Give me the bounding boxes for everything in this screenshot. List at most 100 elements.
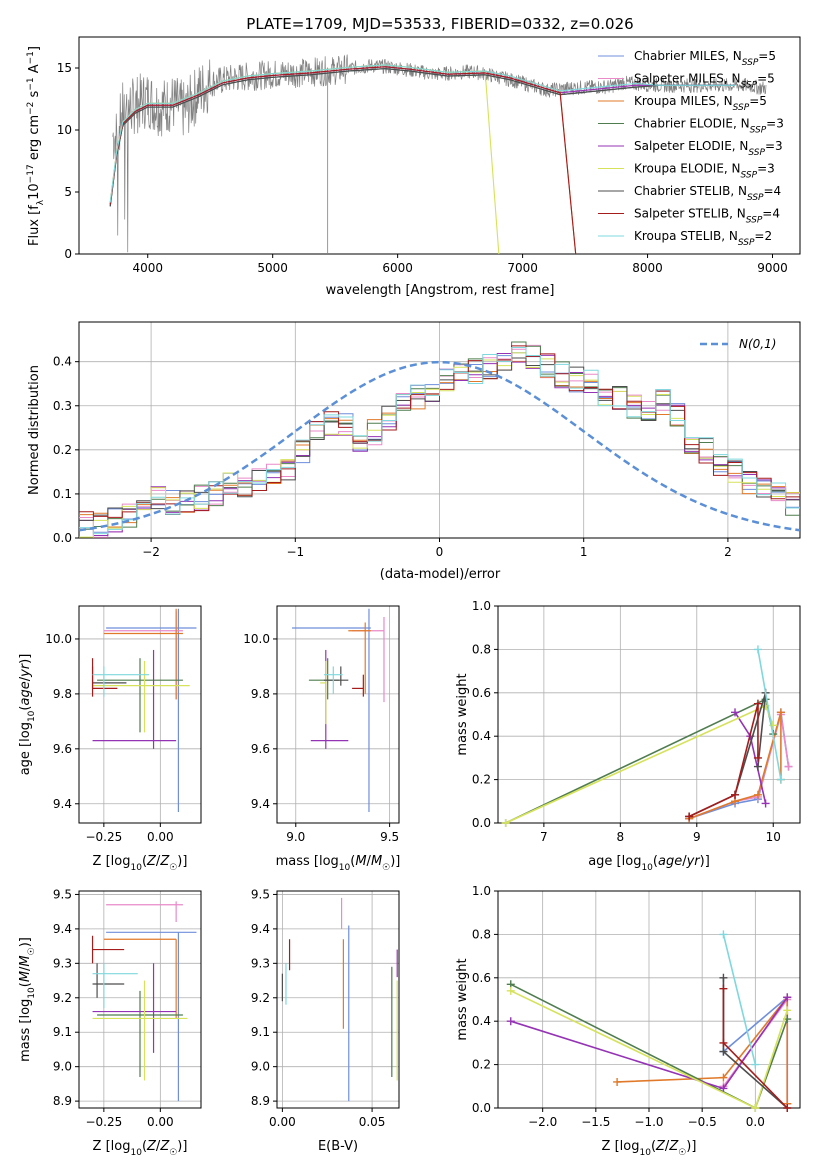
weight-line-2 (617, 995, 789, 1104)
y-tick-label: 9.8 (53, 687, 72, 701)
axes-mass_vs_ebv: 0.00 0.05 8.9 9.0 9.1 9.2 9.3 9.4 9.5 (251, 887, 400, 1129)
y-tick-label: 8.9 (251, 1094, 270, 1108)
weight-marker-4 (506, 1017, 515, 1026)
weight-marker-2 (719, 1073, 728, 1082)
y-tick-label: 9.4 (251, 797, 270, 811)
x-tick-label: 0.00 (147, 1115, 174, 1129)
spectrum-legend: Chabrier MILES, NSSP=5 Salpeter MILES, NS… (598, 49, 784, 248)
model-spectrum-7 (109, 66, 577, 254)
x-tick-label: 7000 (507, 261, 538, 275)
weight-marker-7 (753, 699, 762, 708)
y-tick-label: 9.1 (53, 1025, 72, 1039)
x-tick-label: 6000 (382, 261, 413, 275)
axes-mass_vs_Z: −0.25 0.00 8.9 9.0 9.1 9.2 9.3 9.4 9.5 (53, 887, 202, 1129)
axes-age_vs_mass: 9.0 9.5 9.4 9.6 9.8 10.0 (243, 605, 400, 844)
axes-frame (497, 605, 801, 824)
legend-label: Chabrier STELIB, NSSP=4 (634, 184, 781, 203)
weight-marker-6 (719, 973, 728, 982)
x-tick-label: 8 (617, 830, 625, 844)
y-tick-label: 10.0 (45, 632, 72, 646)
model-spectrum-5 (109, 64, 500, 254)
weight-marker-4 (783, 993, 792, 1002)
axes-frame (78, 890, 202, 1109)
y-tick-label: 0.8 (472, 927, 491, 941)
spectrum-xlabel: wavelength [Angstrom, rest frame] (326, 283, 555, 298)
weight-marker-8 (776, 775, 785, 784)
weight-line-8 (722, 934, 757, 1065)
legend-label: Kroupa STELIB, NSSP=2 (634, 229, 772, 248)
y-tick-label: 9.4 (53, 922, 72, 936)
x-tick-label: −1.5 (581, 1115, 610, 1129)
y-tick-label: 9.5 (53, 887, 72, 901)
x-tick-label: 2 (724, 545, 732, 559)
weight-marker-2 (613, 1077, 622, 1086)
axes-mass_weight_vs_Z: −2.0 −1.5 −1.0 −0.5 0.0 0.0 0.2 0.4 0.6 0.8 1.0 (472, 884, 801, 1129)
y-tick-label: 0.4 (472, 729, 491, 743)
mass_weight_vs_Z-xlabel: Z [log10(Z/Z☉)] (602, 1139, 697, 1158)
y-tick-label: 5 (64, 185, 72, 199)
mass_vs_ebv-xlabel: E(B-V) (318, 1139, 358, 1154)
y-tick-label: 9.5 (251, 887, 270, 901)
y-tick-label: 0.2 (472, 773, 491, 787)
x-tick-label: 0.00 (269, 1115, 296, 1129)
legend-label: Salpeter STELIB, NSSP=4 (634, 207, 780, 226)
weight-marker-7 (719, 1038, 728, 1047)
axes-frame (78, 605, 202, 824)
figure-title: PLATE=1709, MJD=53533, FIBERID=0332, z=0… (246, 15, 633, 33)
mass_vs_Z-ylabel: mass [log10(M/M☉)] (18, 937, 37, 1062)
y-tick-label: 9.1 (251, 1025, 270, 1039)
weight-marker-5 (506, 986, 515, 995)
y-tick-label: 9.6 (251, 742, 270, 756)
y-tick-label: 0.1 (53, 487, 72, 501)
legend-label: Salpeter MILES, NSSP=5 (634, 72, 775, 91)
y-tick-label: 9.4 (251, 922, 270, 936)
weight-marker-7 (719, 984, 728, 993)
x-tick-label: 9.5 (380, 830, 399, 844)
y-tick-label: 9.0 (53, 1060, 72, 1074)
weight-marker-7 (685, 812, 694, 821)
weight-marker-6 (719, 1047, 728, 1056)
y-tick-label: 9.6 (53, 742, 72, 756)
y-tick-label: 10.0 (243, 632, 270, 646)
y-tick-label: 0.2 (53, 443, 72, 457)
y-tick-label: 0.0 (472, 1101, 491, 1115)
y-tick-label: 0.0 (472, 816, 491, 830)
mass_weight_vs_age-xlabel: age [log10(age/yr)] (588, 854, 710, 873)
age_vs_mass-xlabel: mass [log10(M/M☉)] (276, 854, 401, 873)
weight-line-8 (757, 649, 782, 780)
x-tick-label: −1.0 (634, 1115, 663, 1129)
legend-label: Kroupa ELODIE, NSSP=3 (634, 162, 775, 181)
weight-marker-5 (501, 819, 510, 827)
x-tick-label: 0.0 (746, 1115, 765, 1129)
x-tick-label: 1 (580, 545, 588, 559)
weight-marker-2 (753, 790, 762, 799)
weight-marker-8 (753, 645, 762, 654)
x-tick-label: −1 (286, 545, 304, 559)
y-tick-label: 0.6 (472, 971, 491, 985)
x-tick-label: −0.25 (85, 1115, 122, 1129)
residuals-xlabel: (data-model)/error (380, 567, 501, 582)
x-tick-label: 0.00 (147, 830, 174, 844)
axes-frame (78, 36, 801, 255)
axes-mass_weight_vs_age: 7 8 9 10 0.0 0.2 0.4 0.6 0.8 1.0 (472, 599, 801, 844)
age_vs_Z-ylabel: age [log10(age/yr)] (18, 654, 37, 776)
residuals-ylabel: Normed distribution (27, 365, 42, 495)
y-tick-label: 0.8 (472, 642, 491, 656)
y-tick-label: 0.0 (53, 531, 72, 545)
x-tick-label: −2 (142, 545, 160, 559)
weight-marker-4 (719, 1084, 728, 1093)
legend-label: Chabrier MILES, NSSP=5 (634, 49, 776, 68)
x-tick-label: −0.25 (85, 830, 122, 844)
x-tick-label: −2.0 (528, 1115, 557, 1129)
x-tick-label: 8000 (632, 261, 663, 275)
x-tick-label: 9.0 (286, 830, 305, 844)
axes-age_vs_Z: −0.25 0.00 9.4 9.6 9.8 10.0 (45, 605, 202, 844)
spectrum-ylabel: Flux [fλ10−17 erg cm−2 s−1 A−1] (26, 46, 46, 246)
axes-frame (276, 605, 400, 824)
y-tick-label: 0.6 (472, 686, 491, 700)
legend-label: Chabrier ELODIE, NSSP=3 (634, 117, 784, 136)
weight-marker-7 (783, 1104, 792, 1112)
x-tick-label: −0.5 (688, 1115, 717, 1129)
legend-label: Salpeter ELODIE, NSSP=3 (634, 139, 783, 158)
histograms (79, 341, 800, 538)
